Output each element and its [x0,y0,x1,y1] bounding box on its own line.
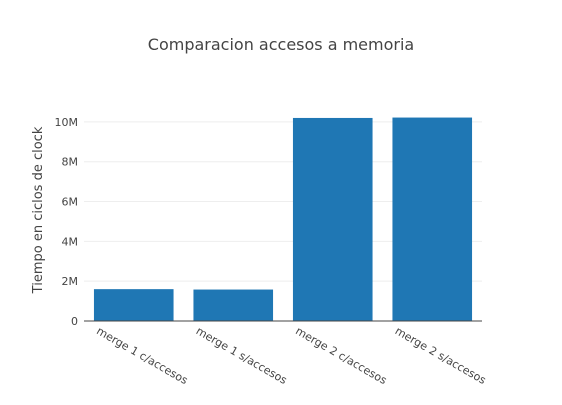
y-tick-label: 8M [62,156,79,169]
x-tick-label: merge 1 s/accesos [194,324,290,387]
y-tick-labels: 0 2M 4M 6M 8M 10M [55,116,79,328]
x-tick-labels: merge 1 c/accesos merge 1 s/accesos merge … [94,324,488,387]
bar[interactable] [392,117,473,321]
chart-title: Comparacion accesos a memoria [148,35,414,54]
y-tick-label: 4M [62,235,79,248]
x-tick-label: merge 2 s/accesos [393,324,489,387]
bar[interactable] [292,117,373,321]
bar[interactable] [93,289,174,321]
x-tick-label: merge 1 c/accesos [94,324,190,387]
y-axis-title: Tiempo en ciclos de clock [31,126,46,294]
y-tick-label: 10M [55,116,79,129]
x-tick-label: merge 2 c/accesos [293,324,389,387]
y-tick-label: 6M [62,196,79,209]
bar[interactable] [193,289,274,321]
bar-layer [93,117,473,321]
y-tick-label: 0 [71,315,78,328]
y-tick-label: 2M [62,275,79,288]
